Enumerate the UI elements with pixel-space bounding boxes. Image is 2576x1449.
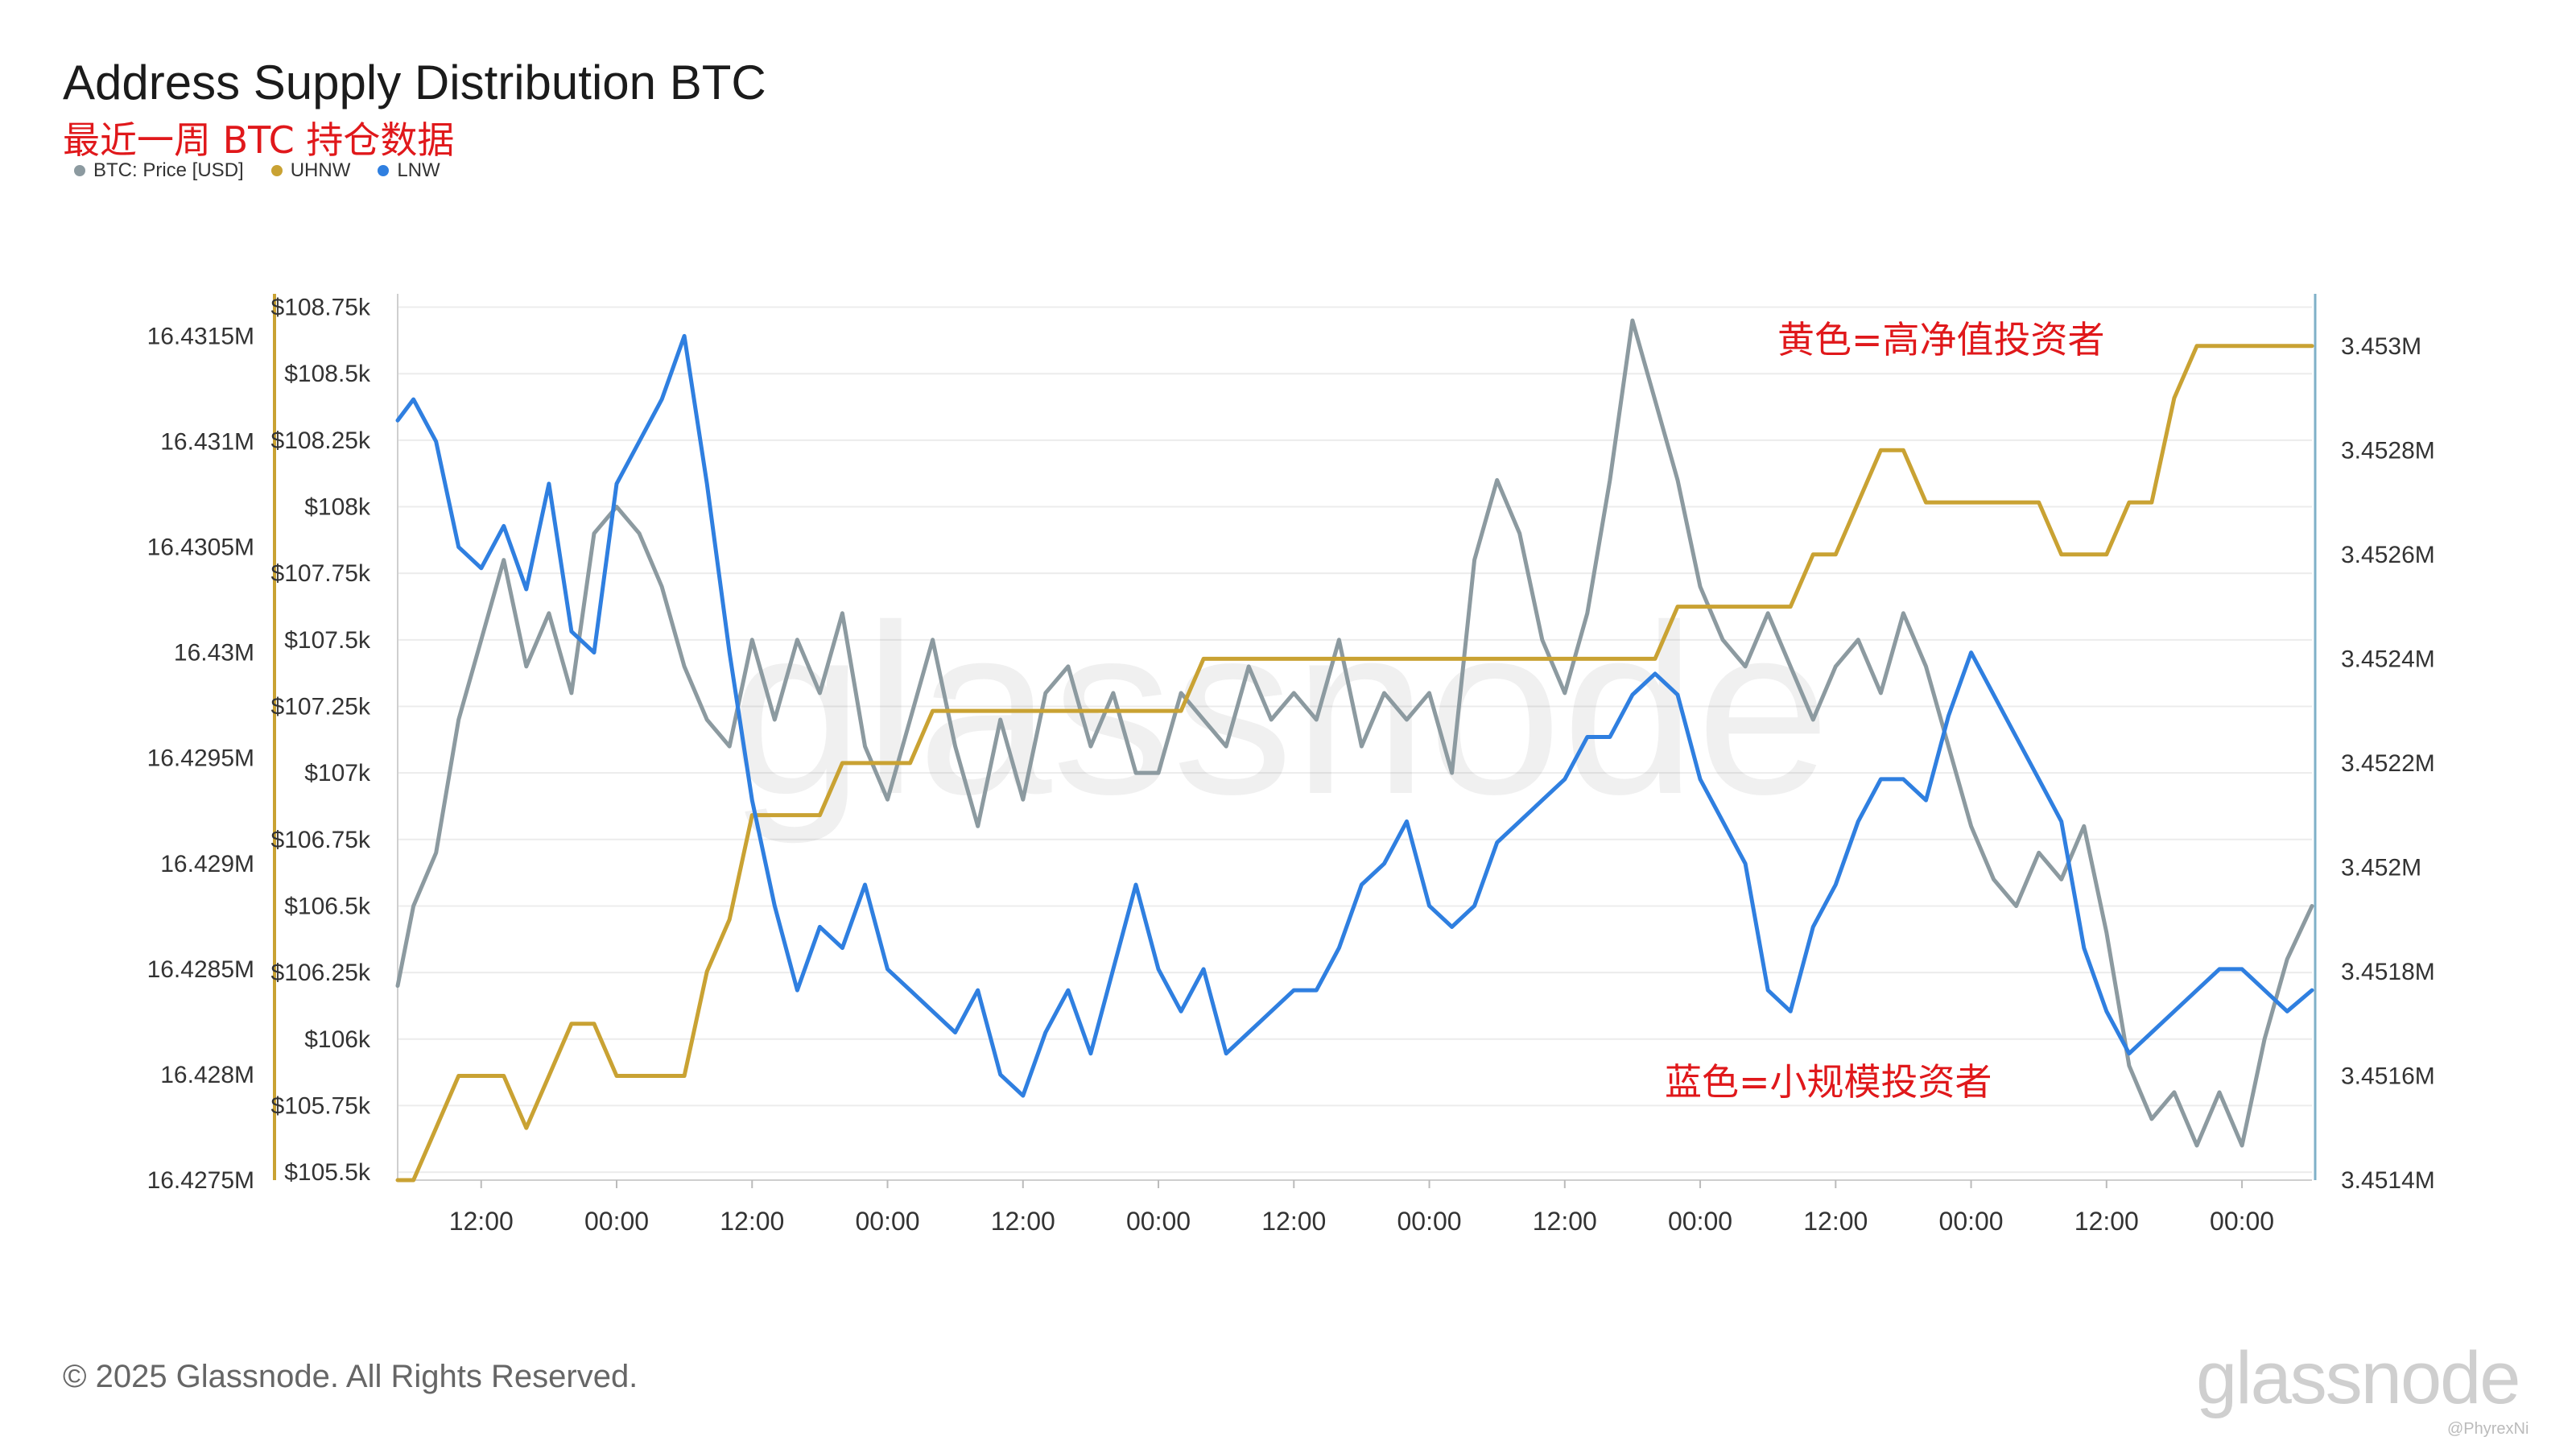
x-tick-label: 12:00 <box>449 1207 514 1236</box>
lnw-tick-label: 16.4285M <box>147 956 254 983</box>
uhnw-tick-label: 3.452M <box>2341 854 2421 881</box>
uhnw-tick-label: 3.4522M <box>2341 750 2435 777</box>
x-tick-label: 00:00 <box>1397 1207 1462 1236</box>
legend-label-lnw: LNW <box>397 159 440 181</box>
footer-brand-logo: glassnode <box>2196 1337 2520 1419</box>
uhnw-tick-label: 3.4516M <box>2341 1063 2435 1089</box>
series-line-uhnw <box>395 344 2314 1183</box>
lnw-tick-label: 16.429M <box>160 851 254 877</box>
uhnw-tick-label: 3.4524M <box>2341 646 2435 672</box>
x-tick-label: 00:00 <box>855 1207 919 1236</box>
uhnw-tick-label: 3.4526M <box>2341 542 2435 568</box>
price-tick-label: $107.5k <box>284 627 371 654</box>
lnw-tick-label: 16.43M <box>174 640 254 667</box>
x-tick-label: 00:00 <box>584 1207 649 1236</box>
x-tick-label: 12:00 <box>1261 1207 1326 1236</box>
price-tick-label: $106.75k <box>271 827 371 853</box>
footer-copyright: © 2025 Glassnode. All Rights Reserved. <box>63 1359 638 1394</box>
price-tick-label: $107k <box>304 760 371 786</box>
price-tick-label: $108.25k <box>271 427 371 454</box>
price-tick-label: $105.75k <box>271 1092 371 1119</box>
annotation-lnw-note: 蓝色=小规模投资者 <box>1665 1060 1992 1104</box>
legend: BTC: Price [USD] UHNW LNW <box>74 159 440 182</box>
price-tick-label: $106.25k <box>271 960 371 986</box>
chart-subtitle: 最近一周 BTC 持仓数据 <box>63 118 455 162</box>
legend-item-lnw[interactable]: LNW <box>378 159 440 182</box>
lnw-tick-label: 16.4295M <box>147 745 254 772</box>
uhnw-tick-label: 3.4518M <box>2341 959 2435 985</box>
lnw-tick-label: 16.431M <box>160 429 254 456</box>
price-tick-label: $106.5k <box>284 893 371 919</box>
legend-dot-lnw <box>378 165 390 176</box>
price-tick-label: $108.5k <box>284 361 371 387</box>
x-tick-label: 12:00 <box>720 1207 784 1236</box>
price-tick-label: $105.5k <box>284 1159 371 1186</box>
footer-handle: @PhyrexNi <box>2447 1420 2529 1438</box>
x-tick-label: 12:00 <box>1803 1207 1868 1236</box>
price-tick-label: $107.25k <box>271 693 371 720</box>
legend-dot-uhnw <box>270 165 283 176</box>
lnw-tick-label: 16.4315M <box>147 323 254 349</box>
x-tick-label: 00:00 <box>1939 1207 2004 1236</box>
price-tick-label: $108k <box>304 494 371 521</box>
legend-label-uhnw: UHNW <box>290 159 351 181</box>
series-line-price <box>395 318 2314 1148</box>
annotation-uhnw-note: 黄色=高净值投资者 <box>1777 318 2105 361</box>
legend-item-price[interactable]: BTC: Price [USD] <box>74 159 244 182</box>
x-tick-label: 12:00 <box>2074 1207 2139 1236</box>
series-layer <box>395 318 2314 1183</box>
chart-title: Address Supply Distribution BTC <box>63 56 766 109</box>
price-tick-label: $106k <box>304 1026 371 1053</box>
price-tick-label: $108.75k <box>271 295 371 321</box>
x-tick-label: 12:00 <box>1533 1207 1597 1236</box>
lnw-tick-label: 16.4275M <box>147 1167 254 1194</box>
x-tick-label: 00:00 <box>1126 1207 1191 1236</box>
x-tick-label: 12:00 <box>991 1207 1055 1236</box>
axis-layer: 16.4275M 16.428M 16.4285M 16.429M 16.4295M 16… <box>147 294 2435 1236</box>
uhnw-tick-label: 3.4514M <box>2341 1167 2435 1194</box>
uhnw-tick-label: 3.453M <box>2341 333 2421 360</box>
x-tick-label: 00:00 <box>2210 1207 2274 1236</box>
uhnw-tick-label: 3.4528M <box>2341 437 2435 464</box>
series-line-lnw <box>395 333 2314 1098</box>
legend-item-uhnw[interactable]: UHNW <box>270 159 351 182</box>
x-tick-label: 00:00 <box>1668 1207 1732 1236</box>
lnw-tick-label: 16.428M <box>160 1062 254 1088</box>
legend-dot-price <box>74 165 85 176</box>
lnw-tick-label: 16.4305M <box>147 535 254 561</box>
legend-label-price: BTC: Price [USD] <box>93 159 244 181</box>
price-tick-label: $107.75k <box>271 560 371 587</box>
